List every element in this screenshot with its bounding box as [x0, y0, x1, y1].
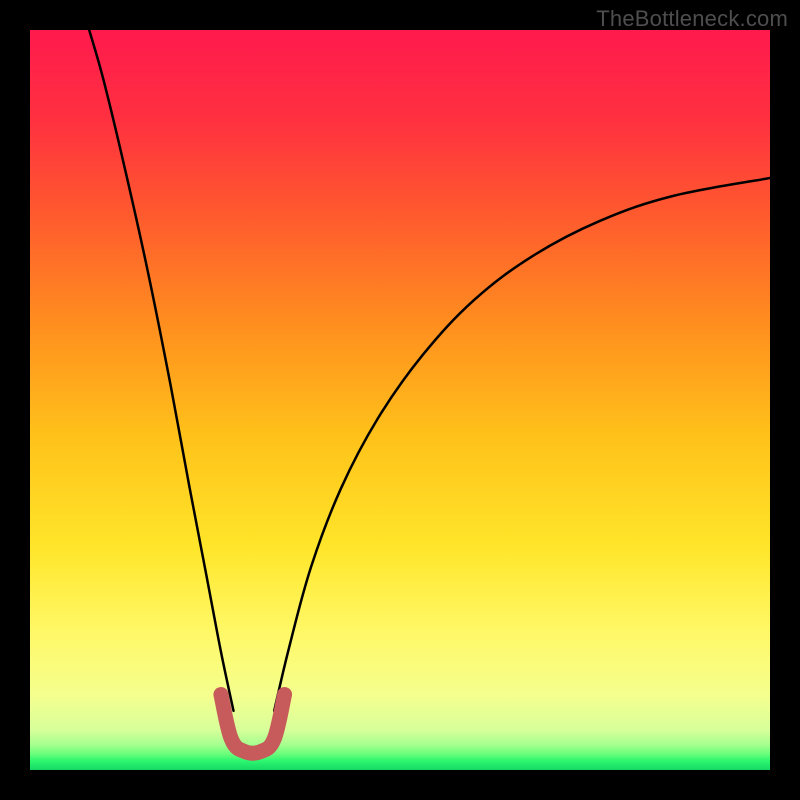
watermark-text: TheBottleneck.com [596, 6, 788, 32]
gradient-background [30, 30, 770, 770]
plot-area [30, 30, 770, 770]
chart-frame: TheBottleneck.com [0, 0, 800, 800]
plot-svg [30, 30, 770, 770]
